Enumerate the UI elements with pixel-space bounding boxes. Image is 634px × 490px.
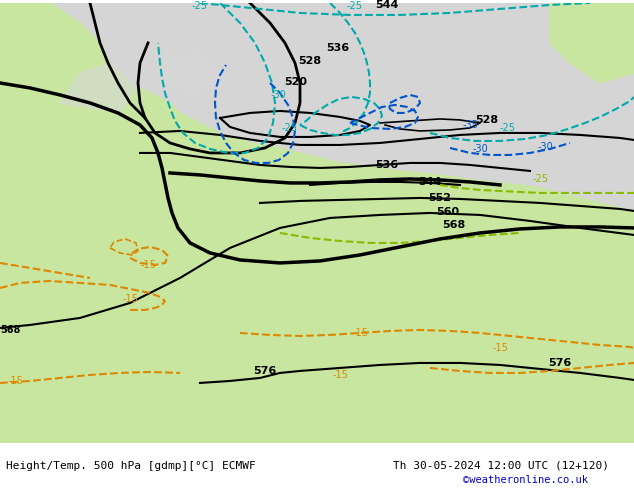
Text: -35: -35: [462, 120, 478, 130]
Text: -15: -15: [122, 294, 138, 304]
Polygon shape: [550, 3, 634, 83]
Text: -15: -15: [140, 260, 156, 270]
Text: -25: -25: [500, 123, 516, 133]
Text: -25: -25: [192, 1, 208, 11]
Text: -25: -25: [347, 1, 363, 11]
Text: Th 30-05-2024 12:00 UTC (12+120): Th 30-05-2024 12:00 UTC (12+120): [393, 461, 609, 470]
Text: 536: 536: [327, 43, 349, 53]
Text: 528: 528: [299, 56, 321, 66]
Text: -15: -15: [332, 370, 348, 380]
Text: 536: 536: [375, 160, 399, 170]
Text: 576: 576: [548, 358, 572, 368]
Polygon shape: [60, 63, 140, 113]
Text: -15: -15: [7, 376, 23, 386]
Text: -15: -15: [492, 343, 508, 353]
Text: 520: 520: [285, 77, 307, 87]
Text: 576: 576: [254, 366, 276, 376]
Text: -30: -30: [537, 142, 553, 152]
Text: -25: -25: [282, 123, 298, 133]
Text: Height/Temp. 500 hPa [gdmp][°C] ECMWF: Height/Temp. 500 hPa [gdmp][°C] ECMWF: [6, 461, 256, 470]
Text: 568: 568: [443, 220, 465, 230]
Text: 568: 568: [0, 325, 20, 335]
Text: 528: 528: [476, 115, 498, 125]
Polygon shape: [0, 3, 80, 93]
Text: 552: 552: [429, 193, 451, 203]
Text: -15: -15: [352, 328, 368, 338]
Text: -25: -25: [533, 174, 549, 184]
Polygon shape: [160, 53, 220, 93]
Text: -30: -30: [270, 90, 286, 100]
Text: 560: 560: [436, 207, 460, 217]
Text: 544: 544: [375, 0, 399, 10]
Polygon shape: [0, 3, 634, 443]
Text: 544: 544: [418, 177, 442, 187]
Text: -30: -30: [472, 144, 488, 154]
Text: ©weatheronline.co.uk: ©weatheronline.co.uk: [463, 475, 588, 485]
